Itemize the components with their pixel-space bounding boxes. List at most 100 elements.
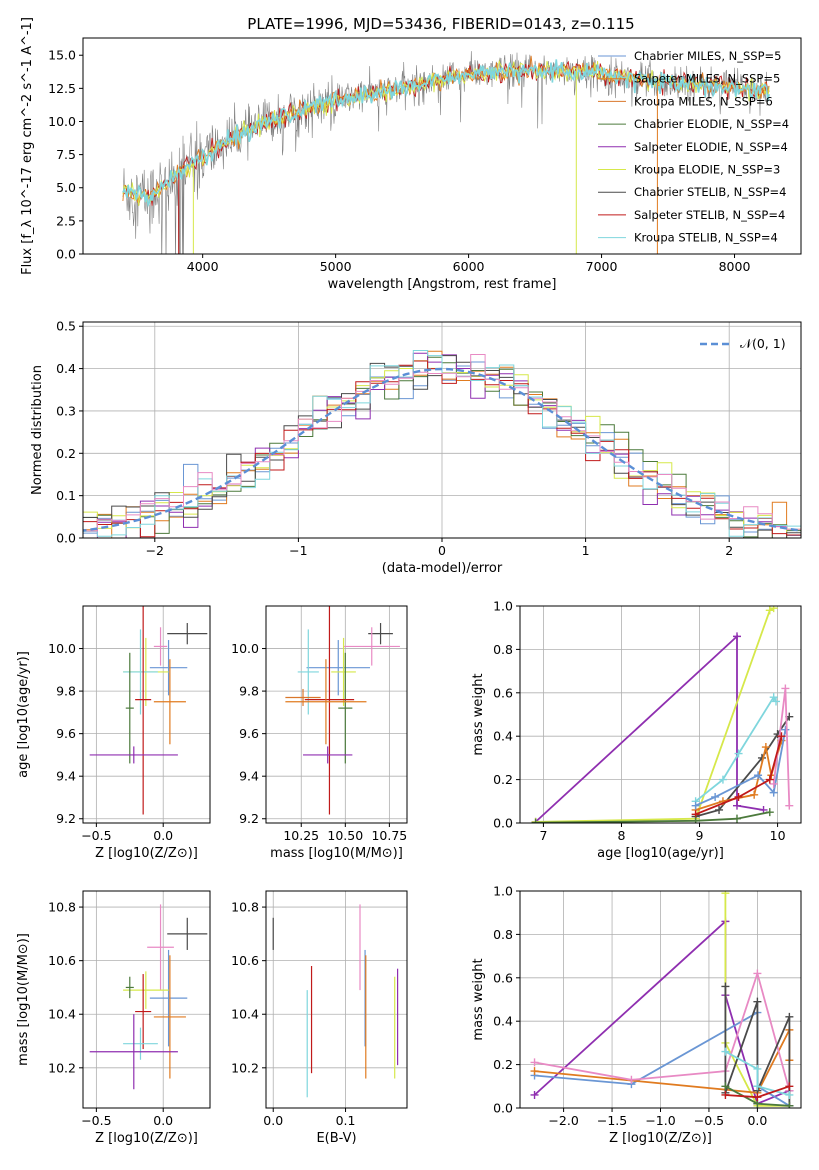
plots-layer: 4000 5000 6000 7000 80000.02.55.07.510.012.5… — [16, 17, 802, 1146]
weight-series-line — [535, 811, 770, 823]
weight-point-marker — [750, 790, 759, 799]
y-tick-label: 10.0 — [48, 114, 76, 129]
y-tick-label: 15.0 — [48, 48, 76, 63]
y-tick-label: 9.2 — [239, 811, 259, 826]
weight_vs_z-frame: −2.0 −1.5 −1.0 −0.5 0.0 0.0 0.2 0.4 0.6 0.8 1.0 Z [… — [471, 884, 802, 1146]
y-tick-label: 10.2 — [48, 1060, 76, 1075]
weight-point-marker — [753, 1093, 762, 1102]
x-tick-label: 9 — [696, 828, 704, 843]
residuals-frame: −2 −1 0 1 2 0.0 0.1 0.2 0.3 0.4 0.5 (data-model)/er… — [30, 319, 802, 576]
y-tick-label: 9.2 — [56, 811, 76, 826]
y-tick-label: 10.2 — [231, 1060, 259, 1075]
spectrum-plot-area — [122, 51, 770, 254]
y-tick-label: 0.4 — [493, 1014, 513, 1029]
axes-frame — [265, 890, 408, 1109]
weight_vs_age-axes — [520, 605, 801, 824]
x-axis-label: wavelength [Angstrom, rest frame] — [328, 277, 557, 292]
legend-label: Chabrier STELIB, N_SSP=4 — [634, 185, 786, 199]
weight-point-marker — [769, 693, 778, 702]
y-tick-label: 0.4 — [56, 361, 76, 376]
x-tick-label: −1.5 — [597, 1113, 627, 1128]
figure-title: PLATE=1996, MJD=53436, FIBERID=0143, z=0… — [247, 15, 634, 33]
weight-point-marker — [711, 792, 720, 801]
mass_vs_ebv-plot-area — [272, 904, 399, 1098]
y-tick-label: 10.4 — [231, 1007, 259, 1022]
y-tick-label: 0.4 — [493, 729, 513, 744]
mass_vs_ebv-axes — [266, 891, 407, 1108]
x-tick-label: 0.0 — [153, 1113, 173, 1128]
y-tick-label: 0.3 — [56, 403, 76, 418]
spectrum-model-line — [122, 59, 770, 208]
weight-point-marker — [761, 743, 770, 752]
y-tick-label: 0.1 — [56, 488, 76, 503]
weight-point-marker — [721, 1090, 730, 1099]
y-tick-label: 0.8 — [493, 927, 513, 942]
y-tick-label: 0.5 — [56, 319, 76, 334]
weight-point-marker — [785, 1012, 794, 1021]
y-axis-label: Flux [f_λ 10^-17 erg cm^-2 s^-1 A^-1] — [20, 17, 35, 275]
mass_vs_z-axes — [83, 891, 210, 1108]
age_vs_mass-frame: 10.25 10.50 10.75 9.2 9.4 9.6 9.8 10.0 mass [log… — [231, 605, 408, 861]
y-tick-label: 0.6 — [493, 970, 513, 985]
weight-point-marker — [732, 801, 741, 810]
age_vs_mass-axes — [266, 606, 407, 823]
weight_vs_age-frame: 7 8 9 10 0.0 0.2 0.4 0.6 0.8 1.0 age [log10(age/yr… — [471, 599, 802, 861]
x-tick-label: 4000 — [187, 259, 219, 274]
weight-series-line — [534, 970, 791, 1091]
axes-frame — [265, 605, 408, 824]
weight-point-marker — [753, 1064, 762, 1073]
mass_vs_z-plot-area — [89, 904, 208, 1090]
y-tick-label: 10.6 — [231, 953, 259, 968]
histogram-step — [83, 350, 801, 537]
weight-point-marker — [781, 684, 790, 693]
axes-frame — [82, 890, 211, 1109]
age_vs_mass-plot-area — [285, 606, 400, 815]
y-axis-label: mass weight — [471, 958, 486, 1040]
x-tick-label: −1 — [289, 543, 307, 558]
normal-curve — [83, 367, 801, 532]
x-axis-label: (data-model)/error — [382, 561, 503, 576]
weight-point-marker — [691, 816, 700, 823]
weight-point-marker — [769, 779, 778, 788]
x-tick-label: −2.0 — [548, 1113, 578, 1128]
y-tick-label: 0.2 — [56, 446, 76, 461]
y-tick-label: 0.2 — [493, 1057, 513, 1072]
y-tick-label: 7.5 — [56, 147, 76, 162]
weight-point-marker — [734, 749, 743, 758]
weight-point-marker — [785, 1082, 794, 1091]
x-axis-label: Z [log10(Z/Z⊙)] — [95, 1131, 198, 1146]
weight-series-line — [695, 735, 783, 816]
x-tick-label: 7 — [539, 828, 547, 843]
weight-point-marker — [785, 1101, 794, 1108]
legend-label: Kroupa MILES, N_SSP=6 — [634, 94, 773, 108]
y-tick-label: 5.0 — [56, 180, 76, 195]
weight-point-marker — [721, 891, 730, 898]
x-axis-label: mass [log10(M/M⊙)] — [270, 846, 403, 861]
legend-label: Kroupa STELIB, N_SSP=4 — [634, 231, 778, 245]
weight_vs_z-axes — [520, 890, 801, 1109]
x-tick-label: 0 — [438, 543, 446, 558]
weight-point-marker — [721, 1047, 730, 1056]
y-tick-label: 0.8 — [493, 642, 513, 657]
y-tick-label: 10.8 — [48, 900, 76, 915]
weight-point-marker — [765, 775, 774, 784]
legend-label: Salpeter STELIB, N_SSP=4 — [634, 208, 785, 222]
weight-point-marker — [754, 771, 763, 780]
x-tick-label: 10 — [770, 828, 786, 843]
y-tick-label: 0.0 — [56, 531, 76, 546]
weight-point-marker — [732, 632, 741, 641]
x-tick-label: 2 — [725, 543, 733, 558]
x-tick-label: −0.5 — [81, 828, 111, 843]
residuals-plot-area — [83, 350, 801, 538]
weight-point-marker — [753, 997, 762, 1006]
weight-point-marker — [721, 982, 730, 991]
legend-label: Chabrier ELODIE, N_SSP=4 — [634, 117, 789, 131]
y-tick-label: 0.0 — [493, 816, 513, 831]
weight-series-line — [535, 607, 775, 823]
weight-point-marker — [753, 1082, 762, 1091]
weight-point-marker — [753, 969, 762, 978]
weight-point-marker — [765, 808, 774, 817]
x-tick-label: 0.1 — [336, 1113, 356, 1128]
y-tick-label: 10.6 — [48, 953, 76, 968]
